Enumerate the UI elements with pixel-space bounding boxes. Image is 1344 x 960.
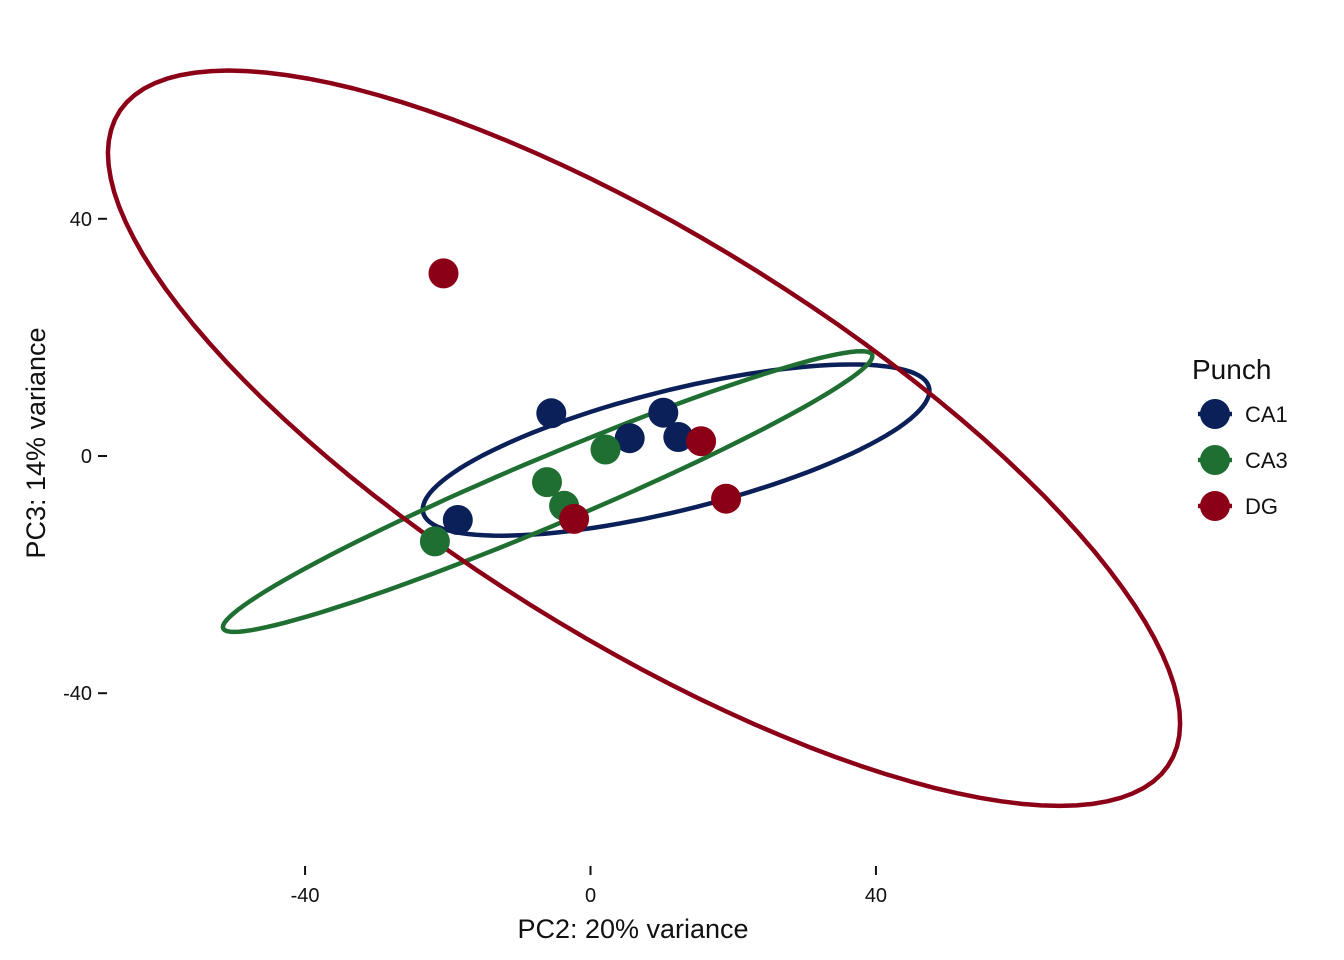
- ellipse-dg: [105, 68, 1183, 809]
- x-axis-title: PC2: 20% variance: [517, 914, 748, 944]
- legend-item-ca3: CA3: [1198, 445, 1288, 475]
- y-axis: 40 0 -40: [63, 209, 107, 705]
- points-layer: [419, 258, 742, 557]
- legend: Punch CA1 CA3 DG: [1192, 354, 1288, 521]
- point-ca1-4: [663, 422, 694, 452]
- x-axis: -40 0 40: [291, 866, 887, 907]
- point-ca1-3: [648, 397, 679, 428]
- legend-label: DG: [1245, 494, 1278, 519]
- point-dg-3: [711, 483, 742, 514]
- ellipse-ca3: [220, 348, 875, 635]
- point-ca3-2: [532, 467, 562, 498]
- point-ca3-1: [590, 434, 621, 465]
- ellipses-layer: [105, 68, 1183, 809]
- x-tick-label: 0: [585, 885, 596, 907]
- y-tick-label: 0: [81, 446, 92, 468]
- point-ca1-5: [442, 505, 473, 535]
- legend-key-point: [1200, 399, 1230, 429]
- y-axis-title: PC3: 14% variance: [21, 327, 51, 558]
- y-tick-label: 40: [70, 209, 92, 231]
- point-dg-4: [559, 503, 590, 534]
- legend-label: CA3: [1245, 448, 1288, 473]
- legend-title: Punch: [1192, 354, 1271, 385]
- point-dg-1: [428, 258, 459, 289]
- legend-label: CA1: [1245, 402, 1288, 427]
- point-dg-2: [686, 426, 717, 457]
- y-tick-label: -40: [63, 683, 92, 705]
- legend-item-dg: DG: [1198, 491, 1278, 521]
- x-tick-label: -40: [291, 885, 320, 907]
- legend-item-ca1: CA1: [1198, 399, 1288, 429]
- point-ca1-1: [536, 398, 567, 429]
- point-ca1-2: [614, 423, 645, 454]
- point-ca3-4: [419, 526, 450, 557]
- x-tick-label: 40: [865, 885, 887, 907]
- legend-key-point: [1200, 491, 1230, 521]
- legend-key-point: [1200, 445, 1230, 475]
